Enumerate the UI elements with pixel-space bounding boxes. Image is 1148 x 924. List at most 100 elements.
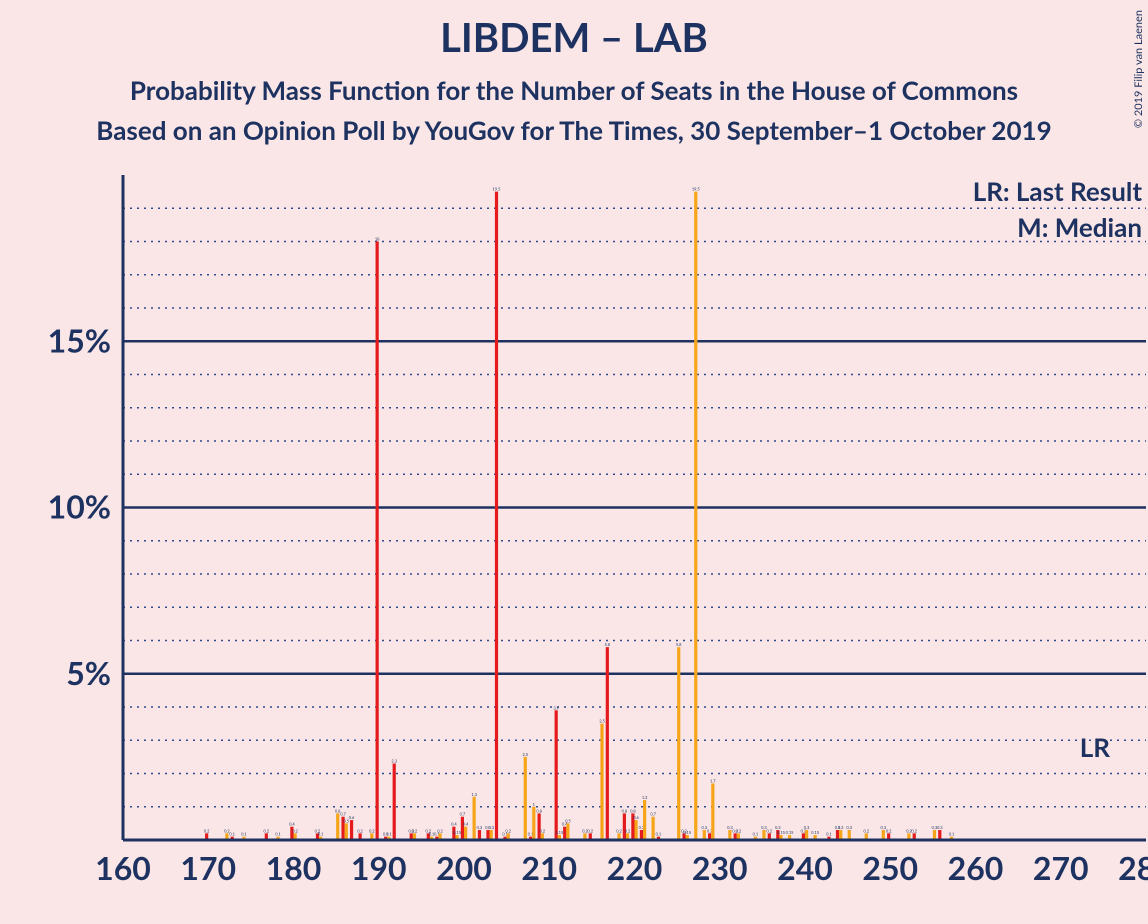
- bar-value-label: 0.2: [437, 828, 443, 833]
- bar-orange: [635, 820, 638, 840]
- x-tick-label: 240: [777, 848, 833, 887]
- bar-value-label: 0.2: [886, 828, 892, 833]
- bar-value-label: 0.2: [357, 828, 363, 833]
- bar-value-label: 0.1: [386, 832, 392, 837]
- x-tick-label: 230: [692, 848, 748, 887]
- x-tick-label: 220: [607, 848, 663, 887]
- bar-orange: [711, 783, 714, 840]
- legend-line-2: M: Median: [1017, 211, 1142, 243]
- chart-subtitle-1: Probability Mass Function for the Number…: [130, 74, 1018, 106]
- bar-value-label: 2.3: [391, 759, 397, 764]
- bar-value-label: 0.2: [369, 828, 375, 833]
- bar-orange: [600, 724, 603, 840]
- bar-value-label: 0.2: [412, 828, 418, 833]
- bar-value-label: 3.9: [553, 705, 559, 710]
- bar-value-label: 0.1: [229, 832, 235, 837]
- bar-value-label: 0.2: [224, 828, 230, 833]
- bar-red: [538, 813, 541, 840]
- bar-value-label: 0.3: [881, 825, 887, 830]
- chart-title: LIBDEM – LAB: [440, 13, 708, 61]
- bar-value-label: 0.6: [633, 815, 639, 820]
- chart-container: LIBDEM – LAB Probability Mass Function fo…: [0, 0, 1148, 924]
- bar-value-label: 0.2: [625, 828, 631, 833]
- bar-orange: [464, 827, 467, 840]
- bar-red: [606, 647, 609, 840]
- bar-value-label: 0.3: [846, 825, 852, 830]
- bar-value-label: 0.1: [753, 832, 759, 837]
- bar-red: [350, 820, 353, 840]
- y-tick-label: 15%: [48, 320, 111, 359]
- bar-value-label: 0.4: [463, 822, 469, 827]
- bar-orange: [345, 823, 348, 840]
- bar-value-label: 0.8: [335, 808, 341, 813]
- bar-value-label: 0.1: [826, 832, 832, 837]
- bar-value-label: 0.3: [932, 825, 938, 830]
- bar-value-label: 0.8: [536, 808, 542, 813]
- bar-value-label: 0.3: [937, 825, 943, 830]
- bar-red: [376, 242, 379, 841]
- legend-line-1: LR: Last Result: [973, 175, 1143, 207]
- bar-orange: [643, 800, 646, 840]
- bar-value-label: 0.5: [343, 818, 349, 823]
- chart-subtitle-2: Based on an Opinion Poll by YouGov for T…: [96, 114, 1051, 146]
- bar-value-label: 0.1: [656, 832, 662, 837]
- bar-value-label: 5.8: [676, 642, 682, 647]
- bar-value-label: 0.3: [761, 825, 767, 830]
- bar-red: [623, 813, 626, 840]
- bar-value-label: 0.15: [555, 830, 564, 835]
- x-tick-label: 180: [266, 848, 322, 887]
- bar-orange: [336, 813, 339, 840]
- bar-value-label: 0.7: [650, 812, 656, 817]
- bar-value-label: 0.2: [911, 828, 917, 833]
- bar-value-label: 5.8: [605, 642, 611, 647]
- x-tick-label: 160: [95, 848, 151, 887]
- bar-value-label: 0.8: [622, 808, 628, 813]
- bar-value-label: 0.2: [767, 828, 773, 833]
- bar-value-label: 0.3: [477, 825, 483, 830]
- bar-value-label: 0.2: [587, 828, 593, 833]
- bar-value-label: 0.3: [702, 825, 708, 830]
- bar-value-label: 0.2: [540, 828, 546, 833]
- x-tick-label: 170: [180, 848, 236, 887]
- bar-orange: [652, 817, 655, 840]
- x-tick-label: 200: [436, 848, 492, 887]
- bar-orange: [566, 823, 569, 840]
- bar-value-label: 19.5: [692, 187, 701, 192]
- bar-orange: [677, 647, 680, 840]
- x-tick-label: 260: [948, 848, 1004, 887]
- bar-value-label: 0.8: [630, 808, 636, 813]
- bar-value-label: 18: [375, 237, 380, 242]
- bar-orange: [473, 797, 476, 840]
- x-tick-label: 250: [862, 848, 918, 887]
- bar-red: [393, 764, 396, 840]
- bar-value-label: 0.2: [264, 828, 270, 833]
- pmf-chart: LIBDEM – LAB Probability Mass Function fo…: [0, 0, 1148, 924]
- bar-value-label: 2.5: [522, 752, 528, 757]
- bar-value-label: 0.6: [349, 815, 355, 820]
- bar-value-label: 1.7: [710, 778, 716, 783]
- lr-marker: LR: [1080, 731, 1111, 763]
- bar-value-label: 0.2: [863, 828, 869, 833]
- bar-value-label: 1.3: [471, 792, 477, 797]
- x-tick-label: 270: [1033, 848, 1089, 887]
- bar-value-label: 0.15: [777, 830, 786, 835]
- bar-value-label: 19.5: [493, 187, 502, 192]
- x-tick-label: 210: [521, 848, 577, 887]
- bar-value-label: 0.5: [565, 818, 571, 823]
- bar-value-label: 0.1: [429, 832, 435, 837]
- bar-value-label: 0.4: [289, 822, 295, 827]
- bar-value-label: 0.15: [453, 830, 462, 835]
- bar-value-label: 0.2: [204, 828, 210, 833]
- bar-value-label: 0.4: [451, 822, 457, 827]
- y-tick-label: 5%: [66, 653, 111, 692]
- bar-value-label: 0.7: [460, 812, 466, 817]
- bar-red: [563, 827, 566, 840]
- bar-value-label: 3.5: [599, 719, 605, 724]
- bar-orange: [532, 807, 535, 840]
- x-tick-label: 190: [351, 848, 407, 887]
- bar-value-label: 0.1: [241, 832, 247, 837]
- bar-value-label: 1.2: [642, 795, 648, 800]
- y-tick-label: 10%: [48, 487, 111, 526]
- bar-value-label: 0.2: [582, 828, 588, 833]
- bar-value-label: 0.3: [488, 825, 494, 830]
